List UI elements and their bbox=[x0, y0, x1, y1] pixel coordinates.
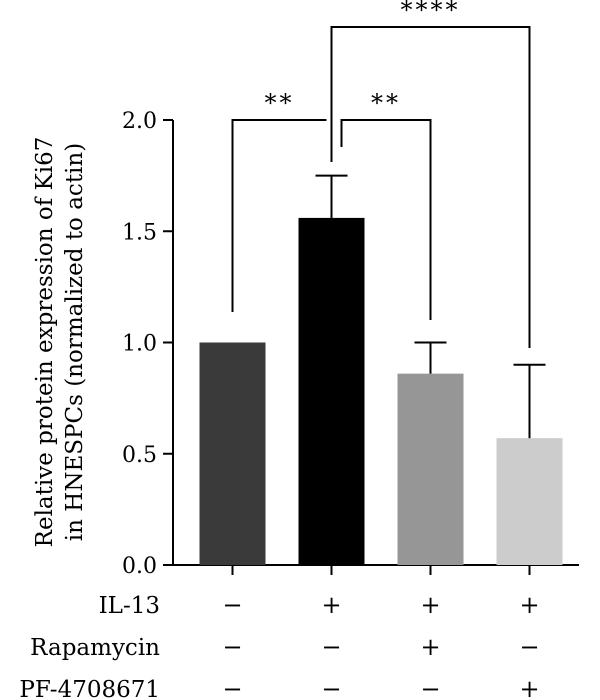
treatment-row-label: Rapamycin bbox=[30, 635, 160, 661]
significance-label: ** bbox=[371, 89, 401, 117]
significance-bracket bbox=[330, 26, 531, 348]
treatment-sign: − bbox=[222, 591, 242, 619]
treatment-row-label: IL-13 bbox=[99, 593, 160, 619]
treatment-sign: − bbox=[222, 675, 242, 700]
y-tick-label: 2.0 bbox=[122, 109, 157, 134]
treatment-sign: + bbox=[420, 633, 440, 661]
treatment-sign: − bbox=[222, 633, 242, 661]
significance-label: **** bbox=[401, 0, 461, 24]
y-axis-label-line: Relative protein expression of Ki67 bbox=[32, 137, 58, 548]
y-axis: 0.0 0.5 1.0 1.5 2.0 bbox=[122, 109, 174, 579]
treatment-table: IL-13 − + + + Rapamycin − − + − PF-4708671 − − − + bbox=[19, 591, 539, 700]
error-bars bbox=[315, 174, 546, 439]
x-axis bbox=[172, 564, 579, 575]
bars bbox=[199, 217, 563, 565]
significance-bracket bbox=[340, 119, 432, 320]
treatment-sign: − bbox=[321, 633, 341, 661]
y-tick-label: 1.5 bbox=[122, 220, 157, 245]
treatment-sign: + bbox=[519, 675, 539, 700]
treatment-sign: + bbox=[420, 591, 440, 619]
bar bbox=[199, 342, 266, 565]
treatment-sign: + bbox=[321, 591, 341, 619]
y-tick-label: 0.0 bbox=[122, 554, 157, 579]
bar bbox=[298, 217, 365, 565]
y-axis-label-line: in HNESPCs (normalized to actin) bbox=[62, 143, 88, 541]
y-tick-label: 0.5 bbox=[122, 443, 157, 468]
bar bbox=[496, 438, 563, 565]
y-axis-label: Relative protein expression of Ki67 in HN… bbox=[32, 137, 88, 548]
significance-bracket bbox=[231, 119, 327, 312]
bar bbox=[397, 373, 464, 565]
significance-label: ** bbox=[265, 89, 295, 117]
treatment-row-label: PF-4708671 bbox=[19, 677, 160, 700]
significance-brackets: ** ****** bbox=[231, 0, 531, 348]
treatment-sign: − bbox=[321, 675, 341, 700]
treatment-sign: + bbox=[519, 591, 539, 619]
treatment-sign: − bbox=[420, 675, 440, 700]
treatment-sign: − bbox=[519, 633, 539, 661]
y-axis-title: Relative protein expression of Ki67 in HN… bbox=[32, 137, 88, 548]
y-tick-label: 1.0 bbox=[122, 332, 157, 357]
